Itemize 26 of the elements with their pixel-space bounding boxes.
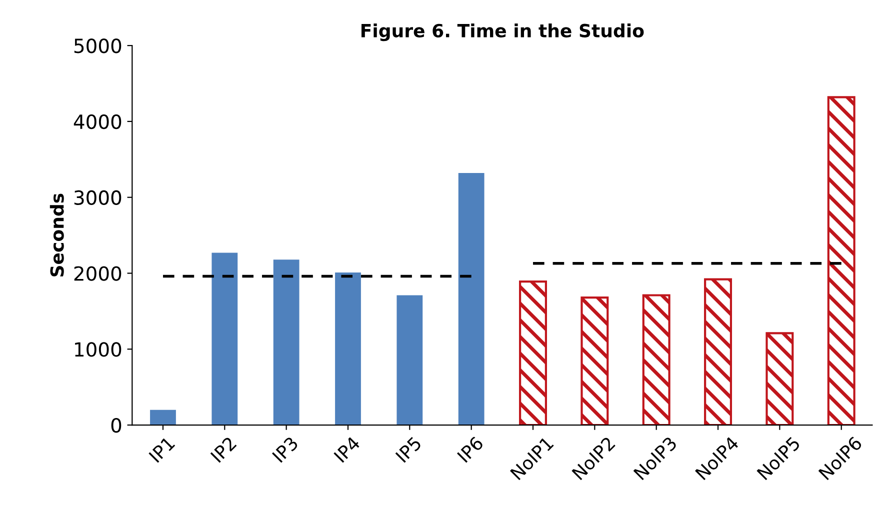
bar — [396, 295, 423, 426]
x-tick-label: IP6 — [456, 436, 484, 463]
y-axis-title: Seconds — [50, 194, 64, 276]
y-tick-label: 1000 — [75, 342, 122, 357]
bar — [273, 260, 300, 426]
bar — [150, 410, 176, 426]
y-tick-label: 2000 — [74, 266, 122, 281]
x-tick-label: IP5 — [395, 436, 422, 463]
y-tick-label: 5000 — [74, 38, 122, 54]
bar — [704, 278, 732, 426]
bar — [827, 96, 856, 426]
chart-title: Figure 6. Time in the Studio — [362, 23, 644, 42]
x-tick-label: IP2 — [210, 436, 237, 463]
bar — [766, 332, 794, 426]
x-tick-label: IP4 — [334, 436, 361, 463]
bar — [335, 272, 361, 426]
bar — [642, 294, 670, 426]
y-tick-label: 3000 — [74, 190, 122, 206]
bar — [580, 296, 609, 426]
x-tick-label: IP1 — [148, 436, 176, 463]
bar — [458, 173, 484, 426]
bar — [519, 280, 547, 426]
x-tick-label: IP3 — [272, 436, 299, 463]
y-tick-label: 0 — [111, 418, 122, 433]
bar — [212, 252, 238, 426]
y-tick-label: 4000 — [74, 114, 122, 130]
